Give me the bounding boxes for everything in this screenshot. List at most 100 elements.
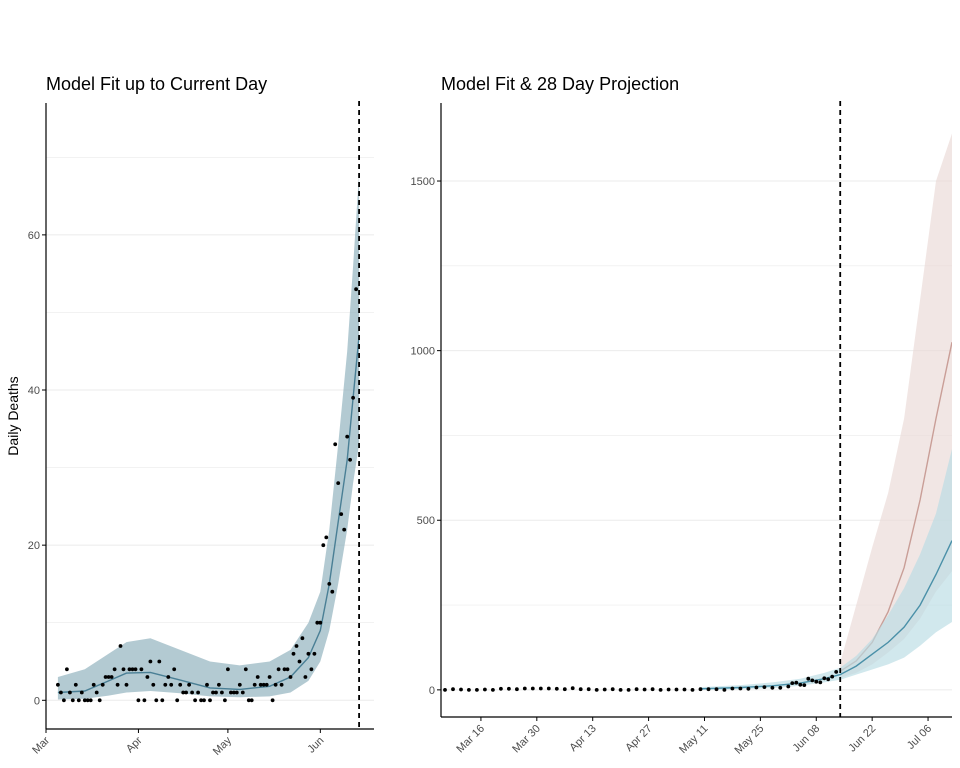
x-tick-label: May 25: [732, 723, 766, 757]
observed-point: [127, 667, 132, 672]
y-tick-label: 20: [28, 540, 40, 552]
y-tick-label: 0: [34, 695, 40, 707]
observed-point: [181, 690, 186, 695]
observed-point: [169, 682, 174, 687]
observed-point: [475, 688, 479, 692]
observed-point: [151, 682, 156, 687]
observed-point: [196, 690, 201, 695]
observed-point: [538, 686, 543, 691]
observed-point: [754, 685, 759, 690]
observed-point: [288, 675, 293, 679]
chart-title: Model Fit & 28 Day Projection: [441, 74, 679, 94]
observed-point: [467, 688, 471, 692]
observed-point: [103, 675, 108, 679]
observed-point: [79, 690, 84, 695]
observed-point: [264, 682, 269, 687]
observed-point: [252, 682, 257, 687]
observed-point: [594, 688, 599, 692]
x-tick-label: Jun: [305, 735, 326, 756]
chart-panel-1: Model Fit up to Current Day 0 20 40 60 Mar Apr…: [5, 74, 374, 758]
observed-point: [59, 690, 63, 695]
observed-point: [243, 667, 248, 672]
observed-point: [273, 682, 278, 687]
observed-point: [178, 682, 183, 687]
observed-point: [762, 685, 767, 689]
observed-point: [76, 698, 81, 703]
observed-point: [354, 287, 358, 292]
observed-point: [690, 688, 695, 692]
observed-point: [342, 527, 347, 532]
observed-point: [220, 690, 224, 695]
observed-point: [618, 688, 623, 692]
observed-point: [309, 667, 314, 672]
observed-point: [443, 688, 447, 692]
observed-point: [56, 682, 60, 687]
observed-point: [172, 667, 177, 672]
observed-point: [124, 682, 129, 687]
observed-point: [339, 512, 344, 516]
observed-point: [154, 698, 159, 703]
observed-point: [814, 679, 819, 684]
observed-point: [208, 698, 212, 703]
x-tick-label: Apr 13: [567, 723, 598, 754]
observed-point: [163, 682, 168, 687]
observed-point: [70, 698, 75, 703]
observed-point: [223, 698, 227, 703]
observed-point: [491, 688, 495, 692]
x-tick-label: May 11: [677, 723, 710, 756]
observed-point: [175, 698, 180, 703]
observed-point: [324, 535, 329, 540]
observed-point: [778, 685, 783, 690]
observed-point: [682, 687, 687, 692]
chart-title: Model Fit up to Current Day: [46, 74, 267, 94]
observed-point: [199, 698, 204, 703]
observed-point: [100, 682, 105, 687]
observed-point: [88, 698, 93, 703]
y-tick-label: 500: [417, 515, 435, 527]
observed-point: [666, 687, 671, 692]
observed-point: [826, 677, 831, 682]
observed-point: [148, 659, 153, 664]
observed-point: [279, 682, 284, 687]
observed-point: [810, 678, 815, 683]
observed-point: [634, 687, 639, 692]
observed-point: [184, 690, 189, 695]
observed-point: [578, 687, 583, 692]
observed-point: [722, 688, 727, 692]
observed-point: [834, 670, 839, 674]
observed-point: [530, 686, 535, 691]
y-tick-label: 60: [28, 230, 40, 242]
projection-band: [700, 449, 952, 690]
projection-upper-scenario-band: [840, 133, 952, 678]
observed-point: [217, 682, 221, 687]
x-tick-label: Apr 27: [623, 723, 654, 754]
observed-point: [130, 667, 135, 672]
plot-area: [443, 133, 952, 692]
observed-point: [345, 434, 350, 439]
x-tick-label: Mar 30: [510, 723, 543, 756]
observed-point: [109, 675, 114, 679]
x-tick-label: Mar 16: [454, 723, 487, 756]
observed-point: [351, 395, 355, 400]
observed-point: [626, 688, 631, 692]
observed-point: [306, 651, 311, 656]
observed-point: [802, 683, 807, 687]
observed-point: [226, 667, 230, 672]
y-tick-label: 0: [429, 685, 435, 697]
observed-point: [794, 680, 799, 685]
observed-point: [112, 667, 117, 672]
observed-point: [499, 686, 503, 691]
observed-point: [738, 686, 743, 691]
observed-point: [830, 674, 835, 679]
observed-point: [818, 680, 823, 685]
observed-point: [321, 543, 326, 548]
observed-point: [451, 687, 455, 692]
observed-point: [246, 698, 251, 703]
observed-point: [459, 687, 463, 692]
observed-point: [291, 651, 296, 656]
observed-point: [190, 690, 195, 695]
observed-point: [297, 659, 302, 664]
observed-point: [770, 685, 775, 690]
observed-point: [570, 686, 575, 691]
observed-point: [82, 698, 87, 703]
